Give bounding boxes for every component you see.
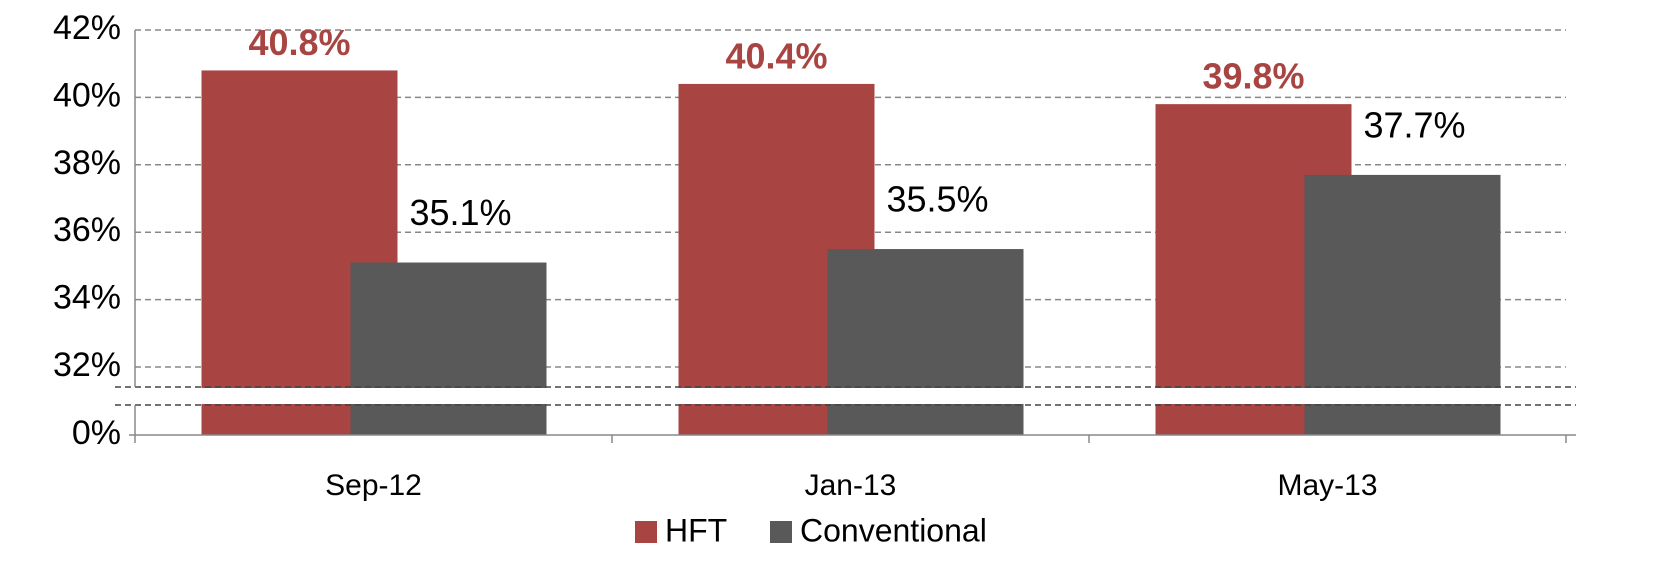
bar: [350, 262, 547, 435]
data-label: 35.1%: [409, 192, 511, 233]
y-tick-label: 34%: [53, 279, 121, 317]
x-tick-label: May-13: [1277, 469, 1377, 502]
y-tick-label: 42%: [53, 9, 121, 47]
x-tick-label: Jan-13: [805, 469, 897, 502]
x-tick-label: Sep-12: [325, 469, 422, 502]
data-label: 40.8%: [248, 22, 350, 63]
legend-swatch: [635, 521, 657, 543]
y-tick-label: 38%: [53, 144, 121, 182]
y-tick-label: 40%: [53, 76, 121, 114]
bar: [827, 249, 1024, 435]
axis-break-gap: [133, 388, 1584, 404]
data-label: 35.5%: [886, 179, 988, 220]
y-tick-label: 36%: [53, 211, 121, 249]
legend-label: Conventional: [800, 512, 987, 548]
data-label: 39.8%: [1202, 56, 1304, 97]
y-tick-label: 0%: [72, 414, 121, 452]
legend-label: HFT: [665, 512, 727, 548]
legend-swatch: [770, 521, 792, 543]
data-label: 37.7%: [1363, 104, 1465, 145]
data-label: 40.4%: [725, 35, 827, 76]
y-tick-label: 32%: [53, 346, 121, 384]
